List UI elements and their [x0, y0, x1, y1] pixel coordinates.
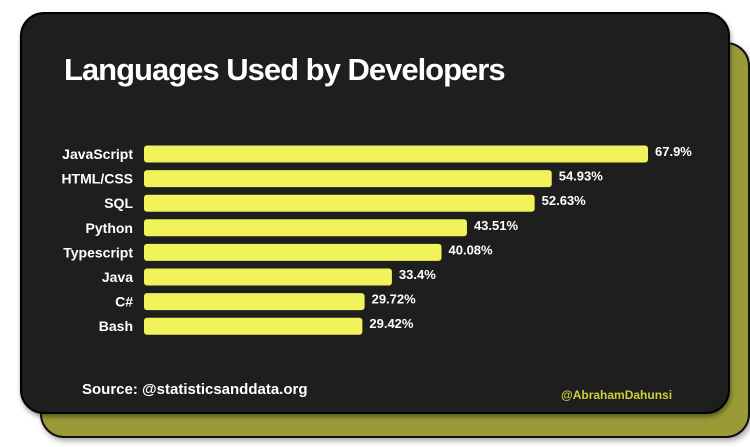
data-label: 40.08%	[449, 242, 494, 257]
bar	[144, 219, 467, 237]
data-label: 29.42%	[369, 316, 414, 331]
category-label: JavaScript	[62, 146, 133, 162]
bar	[144, 293, 365, 311]
category-label: HTML/CSS	[61, 171, 133, 187]
data-label: 52.63%	[542, 193, 587, 208]
author-handle: @AbrahamDahunsi	[561, 388, 673, 402]
data-label: 29.72%	[372, 292, 417, 307]
bar	[144, 243, 442, 261]
bar	[144, 194, 535, 212]
chart-title: Languages Used by Developers	[64, 52, 506, 87]
bar	[144, 317, 363, 335]
data-label: 54.93%	[559, 169, 604, 184]
category-label: Python	[86, 220, 133, 236]
data-label: 43.51%	[474, 218, 519, 233]
category-label: Bash	[99, 318, 133, 334]
data-label: 67.9%	[655, 144, 692, 159]
category-label: C#	[115, 294, 133, 310]
category-label: Typescript	[63, 244, 133, 260]
bar	[144, 268, 392, 286]
category-label: Java	[102, 269, 133, 285]
source-text: Source: @statisticsanddata.org	[82, 381, 308, 398]
chart-card	[20, 12, 730, 414]
bar	[144, 145, 648, 163]
data-label: 33.4%	[399, 267, 436, 282]
bar	[144, 170, 552, 188]
category-label: SQL	[104, 195, 133, 211]
